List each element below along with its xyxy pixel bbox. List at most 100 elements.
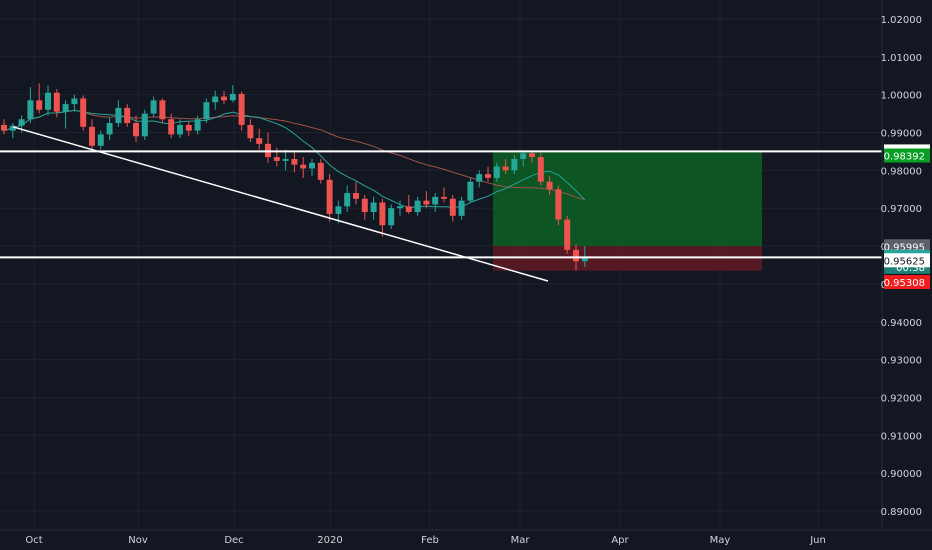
price-tag-background <box>884 275 930 290</box>
candle-body-down <box>238 93 245 125</box>
time-tick-label: Dec <box>224 535 243 546</box>
candle-body-up <box>309 162 315 169</box>
candle-body-down <box>555 189 562 220</box>
candle-body-up <box>432 196 439 205</box>
time-tick-label: Mar <box>511 535 531 546</box>
position-zones <box>493 151 762 271</box>
candle-body-down <box>317 162 324 180</box>
candle-body-up <box>203 102 210 120</box>
candle-body-down <box>502 166 509 171</box>
candle-body-down <box>247 124 254 139</box>
drawn-lines[interactable] <box>0 126 882 282</box>
candle-body-down <box>53 92 60 112</box>
candle-body-down <box>185 124 192 131</box>
price-tag-label: 0.95308 <box>884 278 925 289</box>
candle-body-up <box>194 119 201 131</box>
candle-body-up <box>344 193 351 207</box>
time-tick-label: 2020 <box>317 535 342 546</box>
price-tick-label: 0.98000 <box>881 166 922 177</box>
candle-body-up <box>388 208 395 226</box>
price-tick-label: 0.97000 <box>881 204 922 215</box>
candle-body-down <box>379 202 386 226</box>
trend-line[interactable] <box>12 126 549 282</box>
price-tag-label: 0.95625 <box>884 256 925 267</box>
candle-body-up <box>335 206 342 214</box>
candle-body-up <box>9 125 16 131</box>
candle-body-down <box>300 164 307 169</box>
profit-zone <box>493 151 762 247</box>
price-tick-label: 0.91000 <box>881 431 922 442</box>
candle-body-up <box>370 202 377 212</box>
candle-body-up <box>493 166 500 178</box>
candle-body-up <box>397 206 403 209</box>
candle-body-down <box>573 249 579 262</box>
candle-body-down <box>546 181 553 190</box>
price-tick-label: 1.00000 <box>881 91 922 102</box>
price-tag-background <box>884 148 930 163</box>
candle-body-up <box>212 96 219 103</box>
candle-body-down <box>441 196 447 199</box>
candle-body-down <box>529 153 535 158</box>
candle-body-down <box>326 179 333 214</box>
price-tick-label: 0.94000 <box>881 318 922 329</box>
candle-body-down <box>485 174 491 178</box>
candle-body-down <box>564 219 571 250</box>
candle-body-down <box>133 123 139 137</box>
candle-body-up <box>150 100 157 114</box>
candle-body-up <box>458 200 465 216</box>
candle-body-up <box>27 100 34 120</box>
candle-body-up <box>115 107 122 124</box>
candle-body-down <box>124 107 131 124</box>
candle-body-up <box>62 104 69 112</box>
slow-moving-average-line <box>3 109 585 201</box>
candle-body-up <box>97 134 104 146</box>
candle-body-down <box>80 98 87 127</box>
candle-body-down <box>256 138 263 144</box>
candle-body-up <box>71 98 78 105</box>
candle-body-down <box>168 119 175 135</box>
price-tag-label: 0.98392 <box>884 152 925 163</box>
grid <box>0 0 882 530</box>
candle-body-up <box>581 256 588 262</box>
candle-body-down <box>537 157 544 182</box>
moving-averages <box>3 109 586 209</box>
candle-body-down <box>1 124 7 131</box>
price-tags: 0.985000.983920.959950.9571600:380.95625… <box>884 144 930 290</box>
candle-body-up <box>520 153 527 159</box>
candle-body-down <box>159 100 166 120</box>
time-tick-label: Nov <box>128 535 148 546</box>
price-tick-label: 0.99000 <box>881 129 922 140</box>
candle-body-up <box>177 124 183 135</box>
price-tag-label: 0.95995 <box>884 242 925 253</box>
time-tick-label: Feb <box>421 535 439 546</box>
candle-body-up <box>229 93 236 101</box>
price-tick-label: 1.02000 <box>881 15 922 26</box>
time-tick-label: May <box>710 535 731 546</box>
candle-body-up <box>141 113 148 137</box>
price-tick-label: 1.01000 <box>881 53 922 64</box>
candle-body-down <box>449 198 456 216</box>
candle-body-down <box>405 206 412 212</box>
candle-body-down <box>36 100 43 110</box>
candle-body-down <box>353 193 359 199</box>
time-axis[interactable]: Oct Nov Dec 2020 Feb Mar Apr May Jun <box>25 535 825 546</box>
price-tick-label: 0.89000 <box>881 507 922 518</box>
candle-body-up <box>45 92 51 110</box>
candle-body-down <box>273 157 280 161</box>
candle-body-down <box>361 198 368 212</box>
price-tag-background <box>884 253 930 268</box>
candle-body-up <box>476 174 483 182</box>
candle-body-up <box>282 159 289 161</box>
candles <box>1 83 588 271</box>
price-tick-label: 0.92000 <box>881 394 922 405</box>
candle-body-up <box>18 119 25 126</box>
candle-body-down <box>89 126 95 146</box>
candle-body-up <box>414 200 421 212</box>
price-tag-label: 00:38 <box>896 263 925 274</box>
price-tick-label: 0.90000 <box>881 469 922 480</box>
candle-body-up <box>467 181 474 201</box>
candle-body-down <box>423 200 430 205</box>
